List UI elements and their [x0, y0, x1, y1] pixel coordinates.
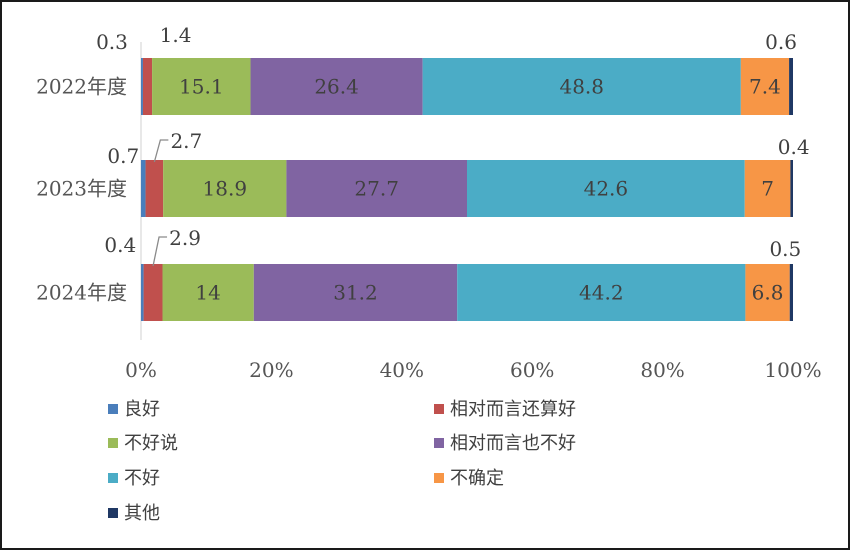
legend-label-0: 良好	[124, 399, 160, 420]
legend-label-4: 不好	[124, 468, 160, 489]
value-label-0-6: 0.6	[765, 30, 797, 54]
bar-segment-1-2	[163, 160, 287, 217]
bar-segment-0-3	[250, 58, 423, 115]
value-label-0-1: 1.4	[160, 23, 192, 47]
x-tick-labels-layer: 0% 20% 40% 60% 80% 100%	[125, 358, 821, 382]
legend-label-5: 不确定	[450, 468, 504, 489]
bar-segment-2-6	[789, 264, 793, 321]
bars-layer	[141, 58, 793, 321]
legend-swatch-5	[434, 473, 444, 483]
bar-segment-2-4	[457, 264, 746, 321]
leader-line-1-1	[153, 139, 169, 163]
value-label-0-2: 15.1	[179, 75, 224, 99]
value-label-0-3: 26.4	[314, 75, 359, 99]
x-tick-label-4: 80%	[640, 358, 684, 382]
bar-segment-0-4	[422, 58, 741, 115]
bar-segment-2-3	[253, 264, 458, 321]
category-label-2: 2024年度	[36, 281, 127, 305]
bar-segment-0-2	[152, 58, 251, 115]
bar-segment-0-1	[142, 58, 153, 115]
value-label-2-5: 6.8	[752, 281, 784, 305]
legend-label-2: 不好说	[124, 433, 178, 454]
legend-swatch-1	[434, 404, 444, 414]
x-tick-label-0: 0%	[125, 358, 157, 382]
value-label-2-2: 14	[195, 281, 220, 305]
value-label-1-5: 7	[761, 177, 774, 201]
bar-segment-1-4	[467, 160, 745, 217]
value-label-1-3: 27.7	[354, 177, 399, 201]
bar-segment-2-5	[745, 264, 790, 321]
value-label-2-3: 31.2	[333, 281, 378, 305]
legend-label-3: 相对而言也不好	[450, 433, 576, 454]
value-label-0-0: 0.3	[96, 30, 128, 54]
x-tick-label-2: 40%	[380, 358, 424, 382]
legend-label-6: 其他	[124, 503, 160, 524]
legend-swatch-3	[434, 438, 444, 448]
bar-segment-0-5	[740, 58, 790, 115]
legend-label-1: 相对而言还算好	[450, 399, 576, 420]
value-label-1-2: 18.9	[203, 177, 248, 201]
x-tick-label-1: 20%	[249, 358, 293, 382]
leader-line-2-1	[152, 236, 168, 267]
bar-segment-1-6	[790, 160, 793, 217]
bar-segment-1-3	[286, 160, 467, 217]
bar-segment-2-2	[162, 264, 254, 321]
value-label-1-1: 2.7	[170, 129, 202, 153]
value-label-2-1: 2.9	[169, 226, 201, 250]
bar-segment-0-0	[141, 58, 143, 115]
bar-segment-1-0	[141, 160, 146, 217]
value-label-1-4: 42.6	[584, 177, 629, 201]
legend-swatch-2	[108, 438, 118, 448]
value-label-1-0: 0.7	[107, 144, 139, 168]
value-label-0-5: 7.4	[749, 75, 781, 99]
bar-segment-0-6	[789, 58, 793, 115]
value-label-0-4: 48.8	[559, 75, 604, 99]
value-label-1-6: 0.4	[778, 135, 810, 159]
legend-swatch-4	[108, 473, 118, 483]
category-labels-layer: 2022年度 2023年度 2024年度	[36, 75, 127, 305]
category-label-1: 2023年度	[36, 177, 127, 201]
value-labels-layer: 0.3 1.4 15.1 26.4 48.8 7.4 0.6 0.7 2.718.9 27.7 42…	[96, 23, 810, 305]
bar-segment-2-1	[143, 264, 163, 321]
x-tick-label-5: 100%	[764, 358, 821, 382]
legend-swatch-0	[108, 404, 118, 414]
legend-swatch-6	[108, 508, 118, 518]
value-label-2-6: 0.5	[769, 237, 801, 261]
bar-segment-1-1	[145, 160, 164, 217]
category-label-0: 2022年度	[36, 75, 127, 99]
value-label-2-4: 44.2	[579, 281, 624, 305]
x-tick-label-3: 60%	[510, 358, 554, 382]
bar-segment-1-5	[744, 160, 791, 217]
bar-segment-2-0	[141, 264, 144, 321]
value-label-2-0: 0.4	[104, 233, 136, 257]
